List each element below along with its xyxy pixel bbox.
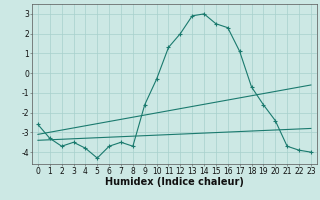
X-axis label: Humidex (Indice chaleur): Humidex (Indice chaleur) [105,177,244,187]
